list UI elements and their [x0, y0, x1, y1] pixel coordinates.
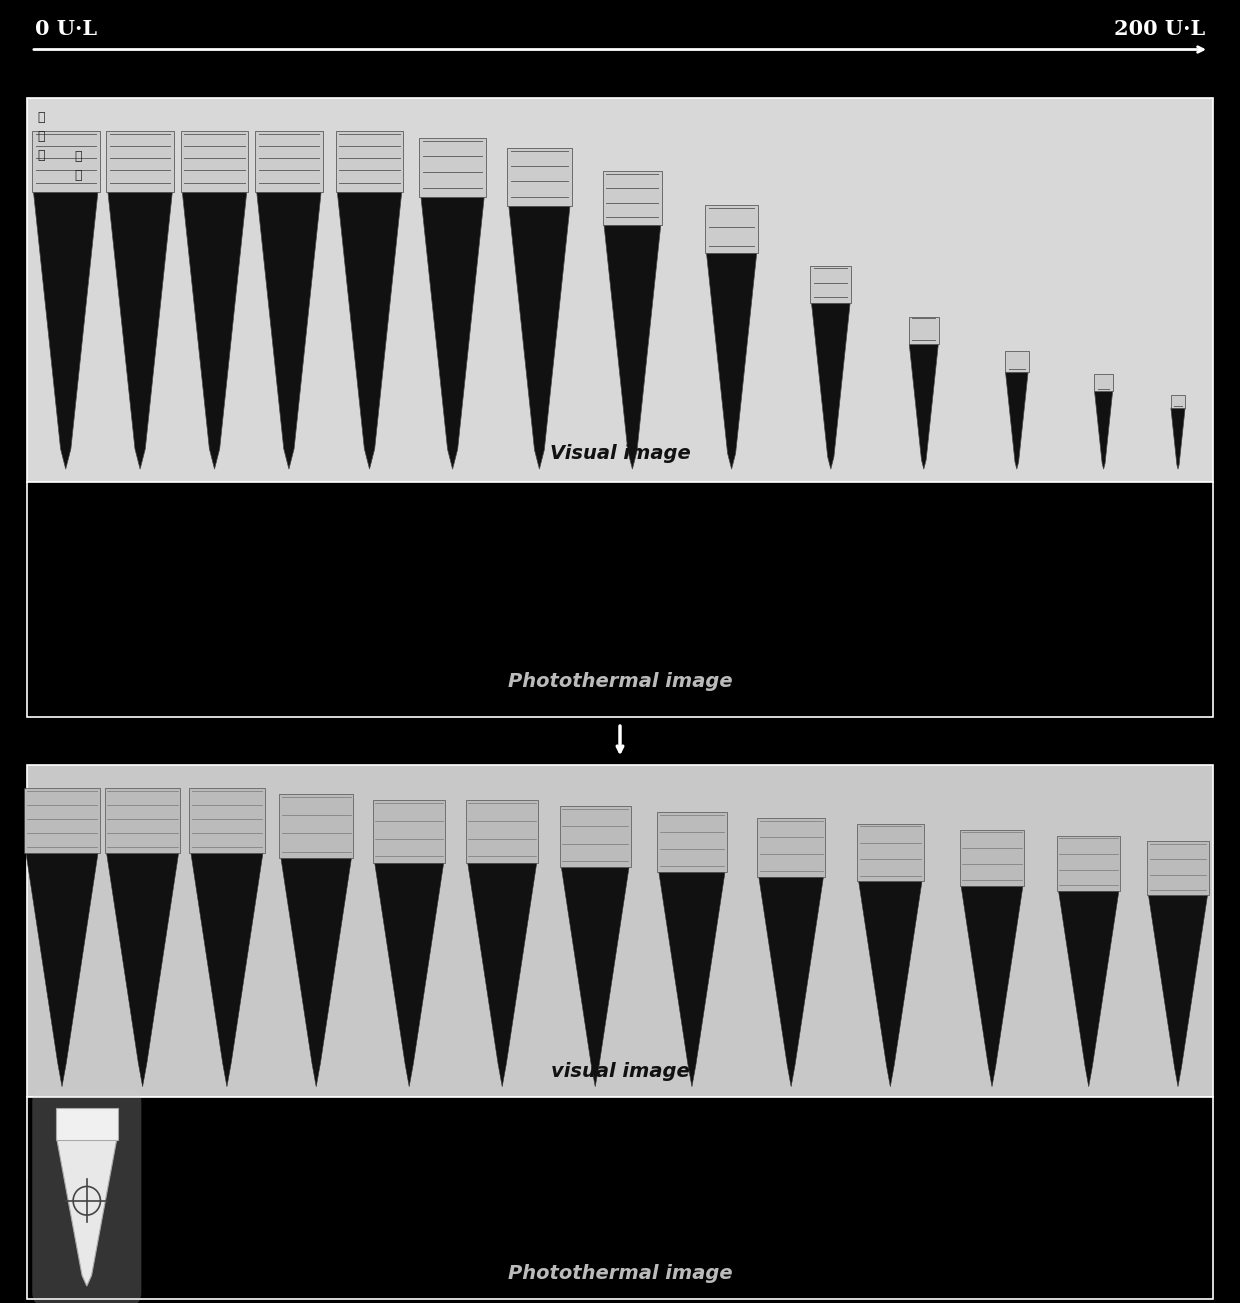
- Polygon shape: [337, 192, 402, 469]
- Polygon shape: [604, 225, 661, 469]
- Bar: [105, 787, 180, 853]
- Bar: [419, 138, 486, 197]
- Bar: [373, 800, 445, 863]
- Polygon shape: [508, 206, 570, 469]
- Polygon shape: [107, 853, 179, 1087]
- Bar: [758, 817, 825, 877]
- Text: 粉
蓝
绳: 粉 蓝 绳: [37, 111, 45, 162]
- Bar: [1147, 842, 1209, 895]
- Bar: [559, 805, 631, 868]
- Polygon shape: [1148, 895, 1208, 1087]
- Text: Visual image: Visual image: [549, 443, 691, 463]
- Polygon shape: [33, 192, 98, 469]
- Polygon shape: [811, 302, 851, 469]
- Polygon shape: [1095, 391, 1112, 469]
- Text: 红
黑: 红 黑: [74, 150, 82, 182]
- Polygon shape: [562, 868, 629, 1087]
- Polygon shape: [1059, 891, 1118, 1087]
- Bar: [960, 830, 1024, 886]
- Bar: [56, 1109, 118, 1140]
- Bar: [909, 317, 939, 344]
- Bar: [27, 765, 1213, 1097]
- Polygon shape: [658, 872, 725, 1087]
- Bar: [279, 794, 353, 859]
- Text: Photothermal image: Photothermal image: [507, 671, 733, 691]
- Polygon shape: [26, 853, 98, 1087]
- Polygon shape: [281, 859, 351, 1087]
- Bar: [603, 172, 662, 225]
- Polygon shape: [467, 863, 537, 1087]
- Polygon shape: [422, 197, 484, 469]
- Polygon shape: [57, 1140, 117, 1286]
- Text: Photothermal image: Photothermal image: [507, 1264, 733, 1283]
- Text: visual image: visual image: [551, 1062, 689, 1081]
- Bar: [181, 130, 248, 192]
- Bar: [706, 206, 758, 253]
- Bar: [336, 130, 403, 192]
- Bar: [1094, 374, 1114, 391]
- Polygon shape: [759, 877, 823, 1087]
- Bar: [190, 787, 264, 853]
- Polygon shape: [1006, 371, 1028, 469]
- Bar: [811, 266, 851, 302]
- Bar: [1171, 395, 1185, 408]
- Bar: [857, 823, 924, 881]
- Bar: [255, 130, 322, 192]
- Bar: [1056, 835, 1121, 891]
- FancyBboxPatch shape: [32, 1089, 141, 1303]
- Bar: [507, 147, 572, 206]
- Polygon shape: [182, 192, 247, 469]
- Polygon shape: [909, 344, 939, 469]
- Polygon shape: [961, 886, 1023, 1087]
- Polygon shape: [707, 253, 756, 469]
- Text: 200 U·L: 200 U·L: [1114, 20, 1205, 39]
- Bar: [27, 1097, 1213, 1299]
- Bar: [1004, 351, 1029, 371]
- Text: 0 U·L: 0 U·L: [35, 20, 97, 39]
- Polygon shape: [1171, 408, 1185, 469]
- Bar: [27, 98, 1213, 482]
- Polygon shape: [108, 192, 172, 469]
- Polygon shape: [257, 192, 321, 469]
- Polygon shape: [858, 881, 923, 1087]
- Polygon shape: [191, 853, 263, 1087]
- Bar: [25, 787, 99, 853]
- Bar: [107, 130, 174, 192]
- Bar: [466, 800, 538, 863]
- Bar: [32, 130, 99, 192]
- Bar: [657, 812, 727, 872]
- Bar: [27, 482, 1213, 717]
- Polygon shape: [374, 863, 444, 1087]
